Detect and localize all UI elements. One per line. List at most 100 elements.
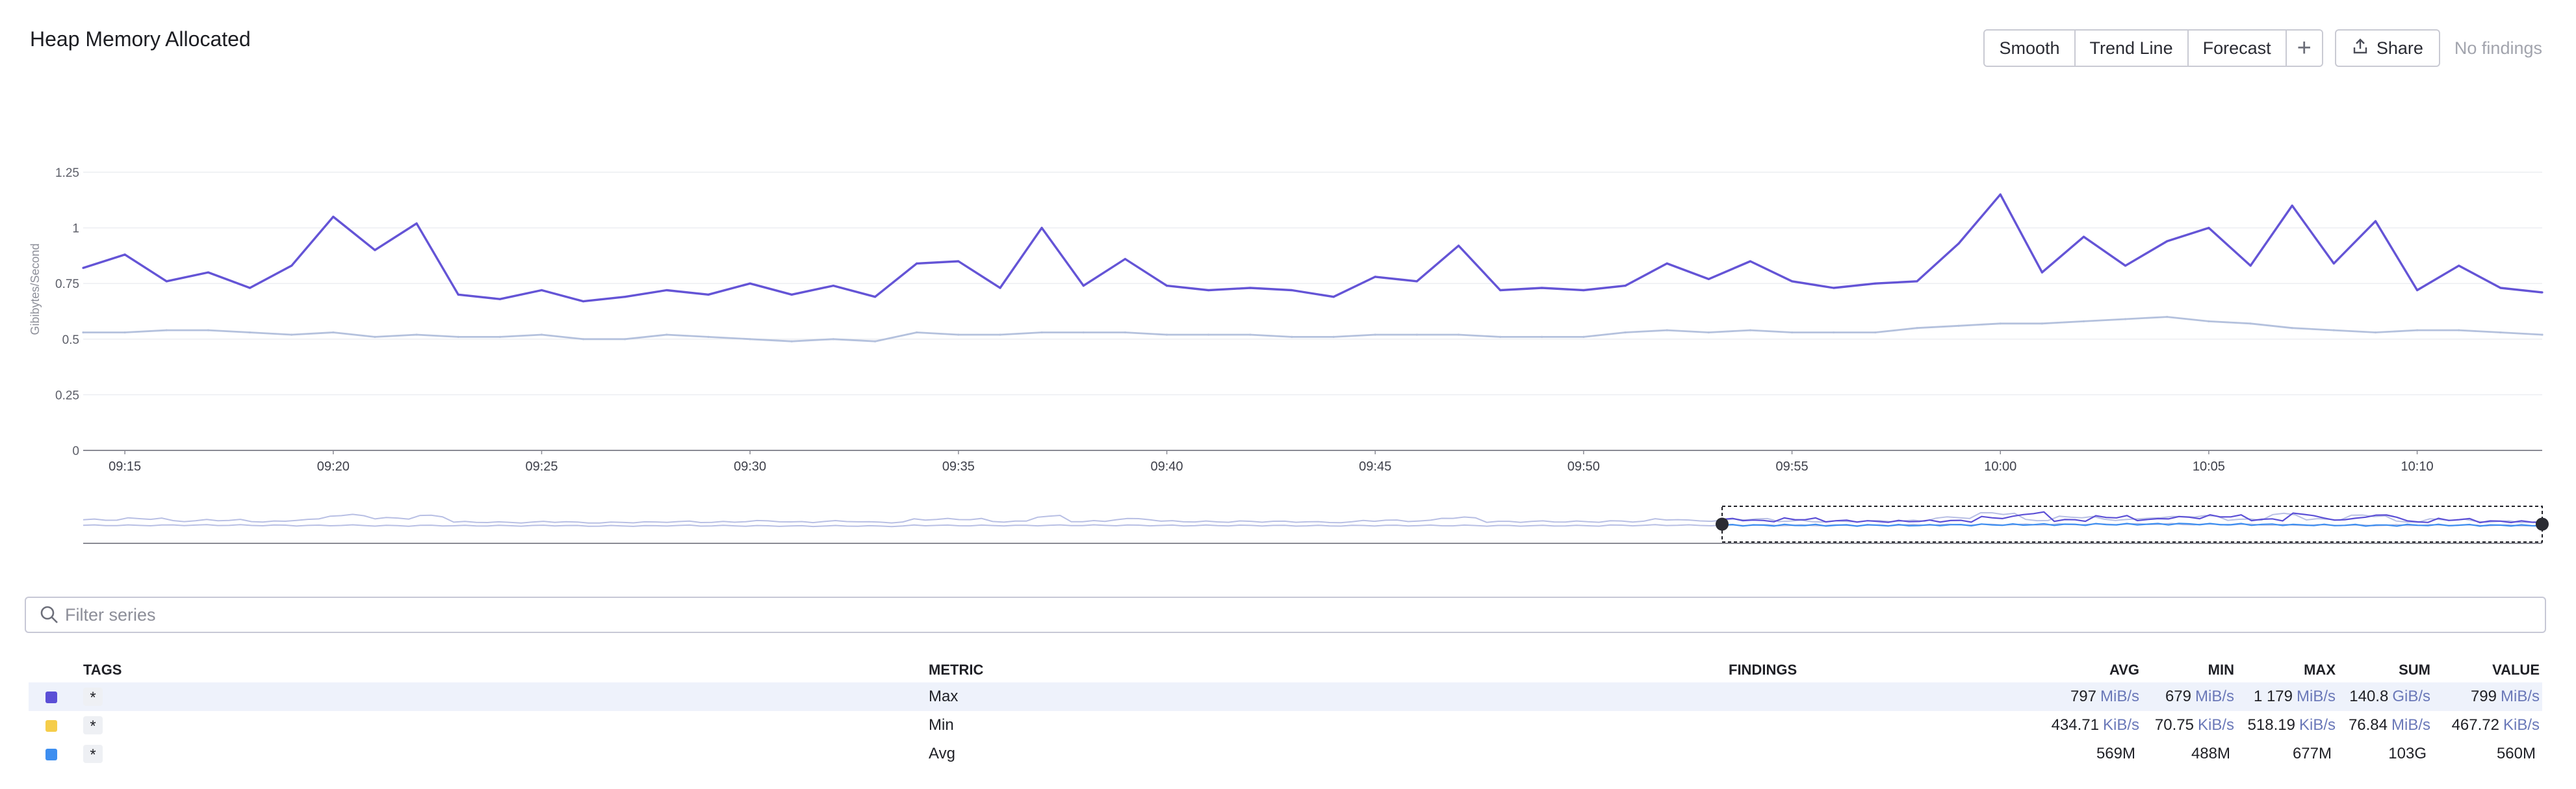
data-point-min bbox=[290, 333, 293, 336]
y-tick-label: 0.75 bbox=[55, 278, 79, 291]
col-tags[interactable]: TAGS bbox=[83, 662, 122, 678]
smooth-button[interactable]: Smooth bbox=[1985, 31, 2076, 66]
data-point-max bbox=[1082, 285, 1085, 287]
data-point-min bbox=[2124, 318, 2127, 320]
selection-handle-left[interactable] bbox=[1716, 517, 1729, 531]
series-line-max bbox=[83, 193, 2543, 303]
data-point-min bbox=[1332, 335, 1335, 339]
data-point-max bbox=[1332, 296, 1335, 298]
series-metric: Max bbox=[929, 688, 959, 705]
data-point-min bbox=[1666, 329, 1668, 331]
data-point-min bbox=[540, 333, 543, 336]
data-point-min bbox=[498, 335, 502, 339]
data-point-max bbox=[2166, 240, 2169, 242]
col-avg[interactable]: AVG bbox=[2109, 662, 2139, 678]
x-tick-label: 09:25 bbox=[525, 459, 558, 474]
data-point-max bbox=[1249, 287, 1252, 289]
data-point-min bbox=[207, 329, 209, 331]
data-point-max bbox=[1165, 285, 1168, 287]
data-point-min bbox=[415, 333, 418, 336]
series-color-swatch[interactable] bbox=[45, 749, 57, 760]
data-point-max bbox=[1957, 242, 1960, 245]
add-function-button[interactable]: + bbox=[2286, 31, 2322, 66]
data-point-max bbox=[1124, 257, 1126, 261]
series-tag: * bbox=[83, 716, 103, 735]
data-point-min bbox=[248, 331, 251, 334]
series-value: 560M bbox=[2496, 745, 2536, 762]
y-tick-label: 1 bbox=[72, 222, 79, 236]
forecast-button[interactable]: Forecast bbox=[2188, 31, 2287, 66]
data-point-max bbox=[624, 296, 626, 298]
col-min[interactable]: MIN bbox=[2208, 662, 2234, 678]
overview-selected-series-max bbox=[1721, 511, 2543, 524]
data-point-min bbox=[1749, 329, 1751, 331]
data-point-max bbox=[1874, 282, 1877, 285]
data-point-min bbox=[1541, 335, 1543, 339]
data-point-min bbox=[582, 338, 585, 341]
data-point-max bbox=[2249, 265, 2252, 267]
data-point-max bbox=[1666, 262, 1668, 265]
data-point-min bbox=[374, 335, 376, 339]
series-tag: * bbox=[83, 745, 103, 764]
data-point-min bbox=[1499, 335, 1502, 339]
data-point-max bbox=[2374, 220, 2377, 222]
data-point-min bbox=[1374, 333, 1376, 336]
series-avg: 569M bbox=[2096, 745, 2135, 762]
data-point-max bbox=[1999, 193, 2002, 196]
data-point-min bbox=[2332, 329, 2335, 331]
overview-series-max bbox=[83, 511, 2543, 524]
col-max[interactable]: MAX bbox=[2304, 662, 2336, 678]
data-point-min bbox=[1249, 333, 1252, 336]
data-point-min bbox=[1165, 333, 1168, 336]
col-sum[interactable]: SUM bbox=[2399, 662, 2430, 678]
data-point-max bbox=[832, 285, 834, 287]
data-point-max bbox=[165, 280, 168, 283]
data-point-min bbox=[999, 333, 1001, 336]
timeseries-chart[interactable]: 0 0.25 0.5 0.75 1 1.25 09:15 09:20 09:25 09:30 09:… bbox=[0, 0, 2576, 572]
data-point-min bbox=[665, 333, 668, 336]
trend-line-button[interactable]: Trend Line bbox=[2075, 31, 2189, 66]
series-color-swatch[interactable] bbox=[45, 720, 57, 732]
col-value[interactable]: VALUE bbox=[2492, 662, 2540, 678]
series-sum: 76.84 MiB/s bbox=[2348, 716, 2430, 734]
overview-navigator[interactable] bbox=[83, 506, 2549, 544]
data-point-max bbox=[248, 287, 251, 289]
col-findings[interactable]: FINDINGS bbox=[1729, 662, 1797, 678]
share-label: Share bbox=[2376, 38, 2423, 58]
col-metric[interactable]: METRIC bbox=[929, 662, 984, 678]
legend-row[interactable]: * Max 797 MiB/s 679 MiB/s 1 179 MiB/s 140.8 GiB/s… bbox=[29, 682, 2542, 711]
data-point-max bbox=[82, 266, 84, 269]
data-point-max bbox=[790, 293, 793, 296]
data-point-max bbox=[2458, 265, 2460, 267]
data-point-min bbox=[2416, 329, 2419, 331]
data-point-min bbox=[1999, 322, 2002, 325]
data-point-min bbox=[82, 331, 84, 334]
data-point-max bbox=[1916, 280, 1918, 283]
data-point-max bbox=[2291, 204, 2293, 207]
filter-series-input[interactable] bbox=[64, 604, 2545, 626]
data-point-max bbox=[1415, 280, 1418, 283]
legend-row[interactable]: * Avg 569M 488M 677M 103G 560M bbox=[29, 740, 2542, 768]
series-color-swatch[interactable] bbox=[45, 692, 57, 703]
data-point-min bbox=[1291, 335, 1293, 339]
series-tag: * bbox=[83, 688, 103, 706]
series-value: 799 MiB/s bbox=[2470, 688, 2540, 705]
data-point-max bbox=[540, 289, 543, 292]
data-point-max bbox=[957, 260, 960, 263]
data-point-max bbox=[999, 287, 1001, 289]
data-point-min bbox=[332, 331, 335, 334]
selection-handle-right[interactable] bbox=[2536, 517, 2549, 531]
data-point-min bbox=[1457, 333, 1460, 336]
data-point-min bbox=[2041, 322, 2043, 325]
series-max: 1 179 MiB/s bbox=[2253, 688, 2336, 705]
data-point-min bbox=[624, 338, 626, 341]
share-button[interactable]: Share bbox=[2334, 29, 2440, 67]
y-tick-label: 0.25 bbox=[55, 389, 79, 402]
legend-row[interactable]: * Min 434.71 KiB/s 70.75 KiB/s 518.19 KiB/s 76.8… bbox=[29, 711, 2542, 740]
filter-series-box bbox=[25, 597, 2546, 633]
data-point-max bbox=[2124, 265, 2127, 267]
data-point-min bbox=[1207, 333, 1210, 336]
series-avg: 797 MiB/s bbox=[2070, 688, 2139, 705]
series-sum: 103G bbox=[2388, 745, 2427, 762]
data-point-max bbox=[2332, 262, 2335, 265]
